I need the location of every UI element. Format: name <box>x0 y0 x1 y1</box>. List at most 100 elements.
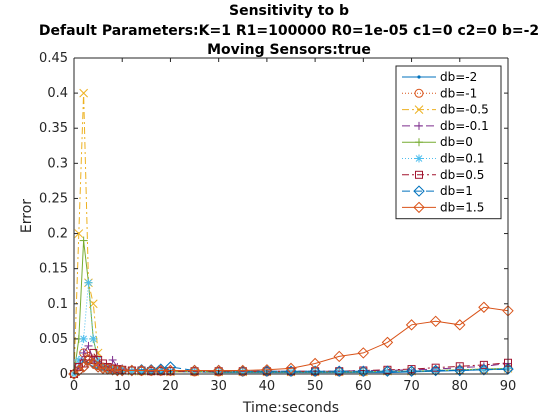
x-tick-label-1: 10 <box>114 379 131 394</box>
y-tick-label-9: 0.45 <box>39 51 68 66</box>
y-axis-label: Error <box>19 199 35 233</box>
x-tick-label-5: 50 <box>307 379 324 394</box>
data-point-7-23 <box>357 365 370 377</box>
data-point-8-28 <box>478 301 490 313</box>
data-point-8-24 <box>381 336 394 349</box>
legend-entry-1: db=-1 <box>402 86 477 100</box>
legend-marker-7 <box>413 185 425 197</box>
data-point-8-25 <box>405 319 418 331</box>
data-point-6-16 <box>190 367 199 376</box>
legend-label-3: db=-0.1 <box>440 119 489 133</box>
legend-marker-1 <box>414 88 424 98</box>
data-point-8-2 <box>77 361 90 373</box>
data-point-8-8 <box>106 364 119 376</box>
data-point-8-23 <box>357 347 370 359</box>
legend-entry-5: db=0.1 <box>402 152 484 166</box>
legend-entry-7: db=1 <box>402 184 473 198</box>
data-point-8-11 <box>126 364 138 377</box>
data-point-7-27 <box>454 364 466 377</box>
legend-label-4: db=0 <box>440 135 473 149</box>
data-point-4-2 <box>79 236 88 245</box>
data-point-6-15 <box>166 367 175 376</box>
legend: db=-2 db=-1 db=-0.5 db=-0.1 db=0 db=0.1 db=0.5… <box>395 65 502 220</box>
data-point-8-21 <box>309 357 321 370</box>
y-tick-label-5: 0.25 <box>39 191 68 206</box>
y-tick-label-3: 0.15 <box>39 262 68 277</box>
legend-entry-4: db=0 <box>402 135 473 149</box>
data-point-8-26 <box>429 315 442 328</box>
data-point-8-22 <box>333 350 345 363</box>
data-point-7-28 <box>478 364 490 376</box>
chart-title-line-2: Default Parameters:K=1 R1=100000 R0=1e-0… <box>39 23 539 39</box>
x-tick-label-6: 60 <box>355 379 372 394</box>
legend-entry-2: db=-0.5 <box>402 103 489 117</box>
data-point-8-9 <box>111 364 124 377</box>
data-point-2-2 <box>79 88 88 98</box>
y-tick-label-2: 0.1 <box>47 297 68 312</box>
series-8 <box>68 301 514 380</box>
y-tick-label-7: 0.35 <box>39 121 68 136</box>
data-point-8-6 <box>97 362 109 375</box>
data-point-5-2 <box>79 334 88 343</box>
data-point-6-28 <box>479 360 488 369</box>
data-point-7-25 <box>405 365 418 377</box>
data-point-8-20 <box>285 362 297 375</box>
y-tick-label-4: 0.2 <box>47 227 68 242</box>
data-point-8-1 <box>73 364 85 377</box>
data-point-7-22 <box>333 365 345 377</box>
data-point-7-21 <box>309 365 321 377</box>
legend-label-2: db=-0.5 <box>440 103 489 117</box>
data-point-5-4 <box>89 334 98 343</box>
axes-layer: 0 10 20 30 40 50 60 70 80 90 0 0.05 0.1 0.15 0.2 0.25 0.… <box>39 51 516 394</box>
legend-marker-2 <box>414 105 424 114</box>
y-tick-label-0: 0 <box>60 367 68 382</box>
legend-label-6: db=0.5 <box>440 168 484 182</box>
legend-marker-4 <box>415 138 423 147</box>
x-tick-label-7: 70 <box>403 379 420 394</box>
data-point-6-27 <box>455 362 464 371</box>
data-point-8-13 <box>145 364 157 377</box>
data-point-8-18 <box>237 364 249 377</box>
data-point-8-15 <box>164 364 177 377</box>
data-point-7-24 <box>381 365 394 377</box>
data-point-5-3 <box>84 278 93 287</box>
y-tick-label-8: 0.4 <box>47 86 68 101</box>
data-point-8-17 <box>212 364 225 377</box>
legend-entry-6: db=0.5 <box>402 168 484 182</box>
legend-label-1: db=-1 <box>440 86 477 100</box>
x-tick-label-2: 20 <box>162 379 179 394</box>
legend-label-7: db=1 <box>440 184 473 198</box>
data-point-8-27 <box>454 319 466 331</box>
legend-label-0: db=-2 <box>440 70 477 84</box>
y-tick-label-1: 0.05 <box>39 332 68 347</box>
data-point-2-1 <box>74 229 84 238</box>
legend-marker-0 <box>417 75 421 79</box>
data-point-3-3 <box>84 341 93 350</box>
data-point-8-16 <box>188 364 201 377</box>
legend-marker-8 <box>413 201 425 214</box>
y-tick-label-6: 0.3 <box>47 156 68 171</box>
legend-entry-0: db=-2 <box>402 70 477 84</box>
chart-title-line-3: Moving Sensors:true <box>207 42 371 58</box>
data-point-8-19 <box>261 364 273 376</box>
data-point-6-17 <box>214 367 223 376</box>
legend-marker-6 <box>415 170 423 179</box>
x-tick-label-9: 90 <box>500 379 517 394</box>
data-point-3-2 <box>79 348 88 357</box>
legend-entry-3: db=-0.1 <box>402 119 489 133</box>
legend-label-8: db=1.5 <box>440 200 484 214</box>
data-point-8-12 <box>135 364 148 377</box>
legend-entry-8: db=1.5 <box>402 200 484 214</box>
legend-marker-5 <box>415 154 423 163</box>
data-point-6-26 <box>431 363 440 372</box>
x-tick-label-4: 40 <box>259 379 276 394</box>
x-tick-label-8: 80 <box>452 379 469 394</box>
x-axis-label: Time:seconds <box>242 400 339 416</box>
data-point-6-4 <box>89 348 98 357</box>
data-point-7-26 <box>429 364 442 377</box>
data-point-8-0 <box>68 368 80 380</box>
legend-marker-3 <box>415 121 423 130</box>
data-point-8-14 <box>155 364 167 377</box>
data-point-3-8 <box>108 355 117 364</box>
